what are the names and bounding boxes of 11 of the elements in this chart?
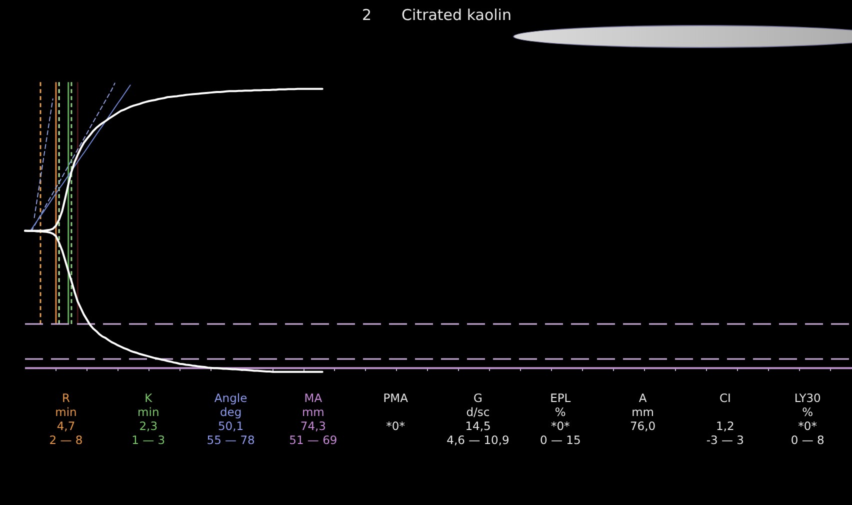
text: PMA *0* (383, 391, 408, 433)
text: Angle deg 50,1 55 — 78 (206, 391, 255, 447)
chart-title: 2 Citrated kaolin (362, 6, 512, 24)
text: LY30 % *0* 0 — 8 (790, 391, 824, 447)
text: EPL % *0* 0 — 15 (540, 391, 581, 447)
text: A mm 76,0 (630, 391, 656, 433)
text: G d/sc 14,5 4,6 — 10,9 (446, 391, 510, 447)
text: K min 2,3 1 — 3 (132, 391, 166, 447)
text: MA mm 74,3 51 — 69 (289, 391, 338, 447)
text: CI 1,2 -3 — 3 (706, 391, 744, 447)
text: R min 4,7 2 — 8 (49, 391, 83, 447)
